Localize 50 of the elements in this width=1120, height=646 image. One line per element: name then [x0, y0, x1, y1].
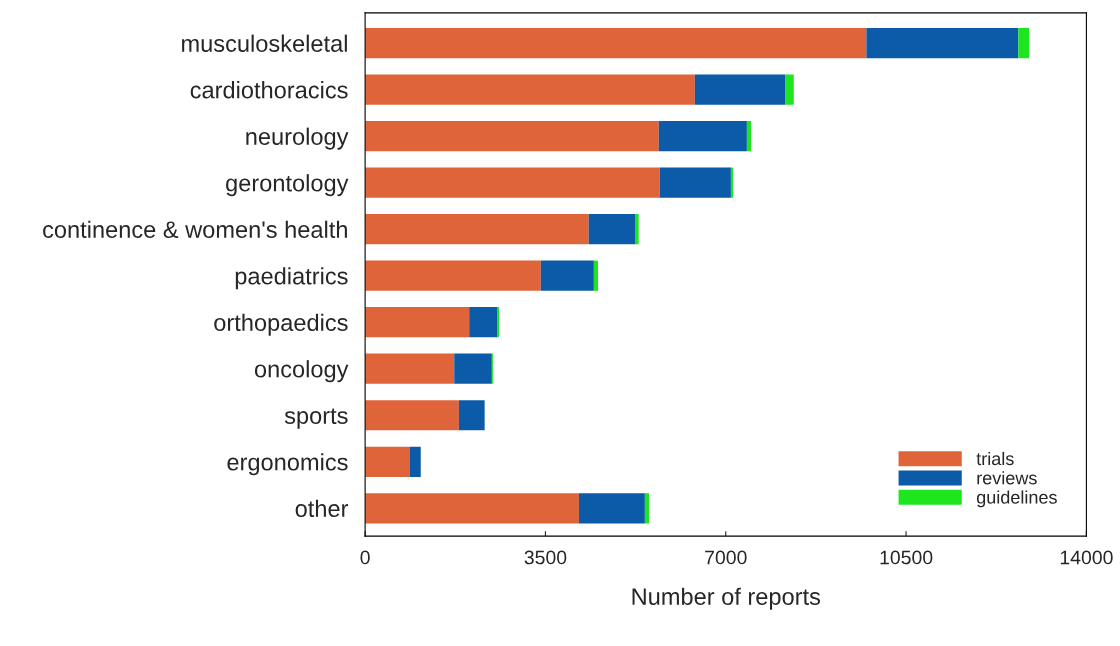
y-tick-label: ergonomics — [227, 453, 348, 476]
bar — [866, 28, 1019, 59]
x-tick-label: 0 — [360, 550, 370, 565]
legend-label: trials — [976, 451, 1014, 466]
bar — [458, 400, 485, 431]
y-tick-label: paediatrics — [235, 267, 348, 290]
bar — [1018, 28, 1030, 59]
y-tick-label: other — [295, 499, 349, 518]
y-tick-label: musculoskeletal — [182, 34, 347, 52]
y-tick-label: orthopaedics — [214, 313, 348, 336]
bar — [365, 353, 455, 384]
y-tick-label: gerontology — [226, 174, 349, 197]
bar — [593, 260, 598, 291]
bar — [365, 167, 660, 198]
x-tick-label: 3500 — [524, 550, 567, 565]
bar — [365, 446, 410, 477]
bar — [497, 307, 500, 338]
x-tick-label: 7000 — [705, 550, 747, 565]
bar — [658, 121, 747, 152]
bar — [365, 260, 541, 291]
x-tick-label: 14000 — [1060, 550, 1113, 565]
bar — [746, 121, 751, 152]
y-tick-label: neurology — [246, 127, 349, 150]
bar — [365, 214, 589, 245]
x-tick-label: 10500 — [880, 550, 933, 565]
bar — [659, 167, 731, 198]
bar — [785, 74, 794, 105]
bar — [365, 74, 695, 105]
bar — [454, 353, 492, 384]
bar — [540, 260, 594, 291]
y-tick-label: continence & women's health — [43, 220, 347, 238]
y-tick-label: cardiothoracics — [190, 81, 348, 99]
legend-label: guidelines — [976, 490, 1057, 508]
bar — [469, 307, 498, 338]
bar — [365, 400, 459, 431]
y-tick-label: sports — [284, 408, 348, 429]
bar — [730, 167, 733, 198]
bar — [588, 214, 636, 245]
x-axis-title: Number of reports — [632, 587, 821, 610]
bar — [644, 493, 649, 524]
bar — [409, 446, 421, 477]
bar — [365, 493, 579, 524]
bar — [365, 28, 867, 59]
bar — [365, 121, 659, 152]
bar — [578, 493, 645, 524]
bar — [694, 74, 786, 105]
bar — [365, 307, 470, 338]
y-tick-label: oncology — [254, 360, 349, 383]
bar — [635, 214, 639, 245]
legend-label: reviews — [977, 471, 1037, 485]
